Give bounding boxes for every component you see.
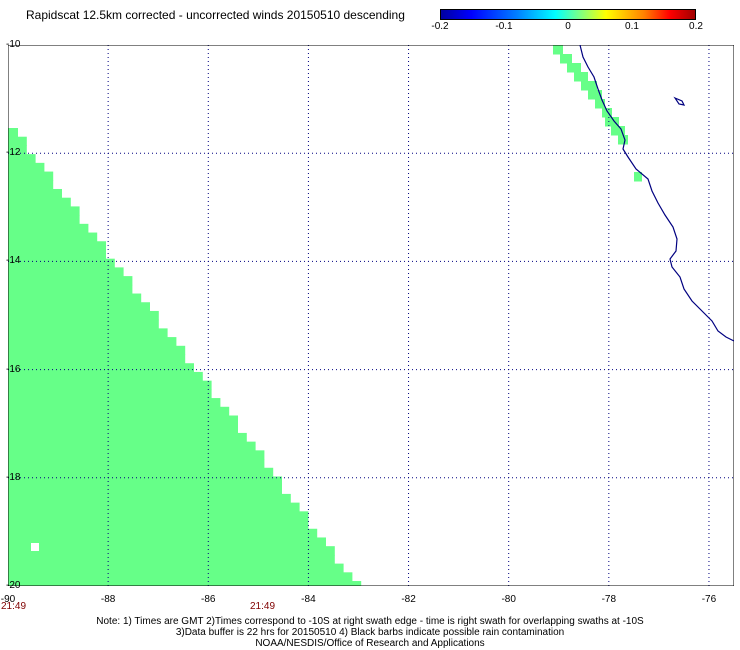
swath-cell-row bbox=[8, 249, 106, 260]
swath-cell-row bbox=[8, 511, 309, 521]
footnote: Note: 1) Times are GMT 2)Times correspon… bbox=[0, 616, 740, 649]
swath-cell-row bbox=[8, 345, 186, 356]
swath-cell-row bbox=[8, 546, 335, 556]
swath-cell-row bbox=[8, 415, 238, 425]
swath-cell bbox=[605, 117, 619, 127]
color-scale-tick-0: -0.2 bbox=[431, 21, 449, 32]
swath-cell-row bbox=[8, 154, 36, 164]
swath-cell-row bbox=[8, 485, 282, 495]
lat-label: -10 bbox=[6, 39, 21, 50]
swath-cell-row bbox=[8, 267, 124, 277]
lon-label: -86 bbox=[201, 594, 216, 605]
swath-cell-row bbox=[8, 389, 212, 399]
swath-cell-row bbox=[8, 502, 300, 512]
swath-time-left: 21:49 bbox=[1, 601, 27, 612]
lon-label: -80 bbox=[501, 594, 516, 605]
swath-cell-row bbox=[8, 406, 230, 417]
swath-cell-row bbox=[8, 398, 221, 408]
swath-cell-row bbox=[8, 302, 150, 312]
color-scale-bar bbox=[440, 9, 696, 20]
swath-cell bbox=[588, 90, 602, 100]
swath-cell-row bbox=[8, 520, 309, 530]
color-scale-tick-2: 0 bbox=[565, 21, 571, 32]
lon-label: -78 bbox=[601, 594, 617, 605]
swath-cell-row bbox=[8, 136, 27, 147]
swath-cell-row bbox=[8, 371, 203, 382]
swath-cell-row bbox=[8, 319, 159, 329]
swath-cell bbox=[634, 172, 642, 182]
wind-swath-left bbox=[8, 128, 362, 586]
swath-cell-row bbox=[8, 188, 62, 199]
swath-cell bbox=[581, 81, 597, 91]
swath-cell-row bbox=[8, 328, 168, 338]
swath-cell-row bbox=[8, 354, 186, 364]
island-outline bbox=[673, 96, 686, 106]
swath-missing-cell bbox=[31, 543, 39, 551]
swath-cell bbox=[567, 63, 581, 73]
swath-cell bbox=[595, 99, 605, 109]
swath-cell-row bbox=[8, 145, 27, 155]
chart-title: Rapidscat 12.5km corrected - uncorrected… bbox=[26, 8, 405, 22]
swath-cell-row bbox=[8, 276, 133, 286]
swath-cell-row bbox=[8, 162, 45, 173]
swath-cell-row bbox=[8, 581, 362, 586]
lat-label: -12 bbox=[6, 147, 21, 159]
swath-cell-row bbox=[8, 232, 98, 242]
swath-cell-row bbox=[8, 310, 159, 321]
swath-cell-row bbox=[8, 476, 282, 486]
lon-label: -84 bbox=[301, 594, 316, 605]
swath-cell-row bbox=[8, 363, 194, 373]
swath-cell bbox=[553, 45, 563, 55]
lat-label: -16 bbox=[6, 363, 21, 375]
coastline bbox=[579, 45, 734, 342]
swath-cell-row bbox=[8, 493, 291, 504]
lon-label: -82 bbox=[401, 594, 416, 605]
swath-cell-row bbox=[8, 337, 177, 347]
map-plot-area bbox=[8, 45, 734, 586]
swath-cell bbox=[602, 108, 612, 118]
swath-cell-row bbox=[8, 284, 133, 295]
color-scale-tick-3: 0.1 bbox=[625, 21, 639, 32]
swath-cell-row bbox=[8, 180, 54, 190]
wind-swath-right bbox=[553, 45, 642, 182]
swath-cell-row bbox=[8, 424, 238, 434]
lat-label: -20 bbox=[6, 580, 21, 591]
swath-cell-row bbox=[8, 441, 256, 451]
swath-cell-row bbox=[8, 563, 344, 573]
color-scale-tick-4: 0.2 bbox=[689, 21, 703, 32]
lat-label: -14 bbox=[6, 255, 21, 267]
swath-cell-row bbox=[8, 380, 212, 390]
swath-cell-row bbox=[8, 223, 89, 234]
swath-cell-row bbox=[8, 258, 115, 268]
lat-lon-grid bbox=[8, 45, 734, 586]
swath-cell-row bbox=[8, 293, 142, 303]
swath-cell bbox=[560, 54, 572, 64]
swath-cell-row bbox=[8, 450, 265, 460]
lon-label: -76 bbox=[701, 594, 717, 605]
lon-label: -88 bbox=[100, 594, 116, 605]
swath-cell bbox=[611, 126, 625, 136]
swath-cell-row bbox=[8, 537, 326, 547]
swath-cell-row bbox=[8, 128, 18, 138]
color-scale-tick-1: -0.1 bbox=[495, 21, 513, 32]
swath-cell-row bbox=[8, 528, 318, 539]
swath-cell-row bbox=[8, 572, 353, 582]
swath-time-right: 21:49 bbox=[250, 601, 276, 612]
swath-cell-row bbox=[8, 171, 54, 181]
swath-cell bbox=[618, 135, 628, 145]
footnote-line-3: NOAA/NESDIS/Office of Research and Appli… bbox=[255, 638, 485, 649]
swath-cell-row bbox=[8, 197, 71, 207]
lon-label: -90 bbox=[0, 594, 16, 605]
lat-label: -18 bbox=[6, 471, 21, 483]
swath-cell-row bbox=[8, 432, 247, 443]
swath-cell-row bbox=[8, 467, 274, 478]
swath-cell-row bbox=[8, 215, 80, 225]
swath-cell-row bbox=[8, 206, 80, 216]
swath-cell bbox=[574, 72, 588, 82]
footnote-line-1: Note: 1) Times are GMT 2)Times correspon… bbox=[96, 616, 644, 627]
footnote-line-2: 3)Data buffer is 22 hrs for 20150510 4) … bbox=[175, 627, 565, 638]
swath-cell-row bbox=[8, 554, 335, 565]
swath-cell-row bbox=[8, 459, 265, 469]
swath-cell-row bbox=[8, 241, 106, 251]
